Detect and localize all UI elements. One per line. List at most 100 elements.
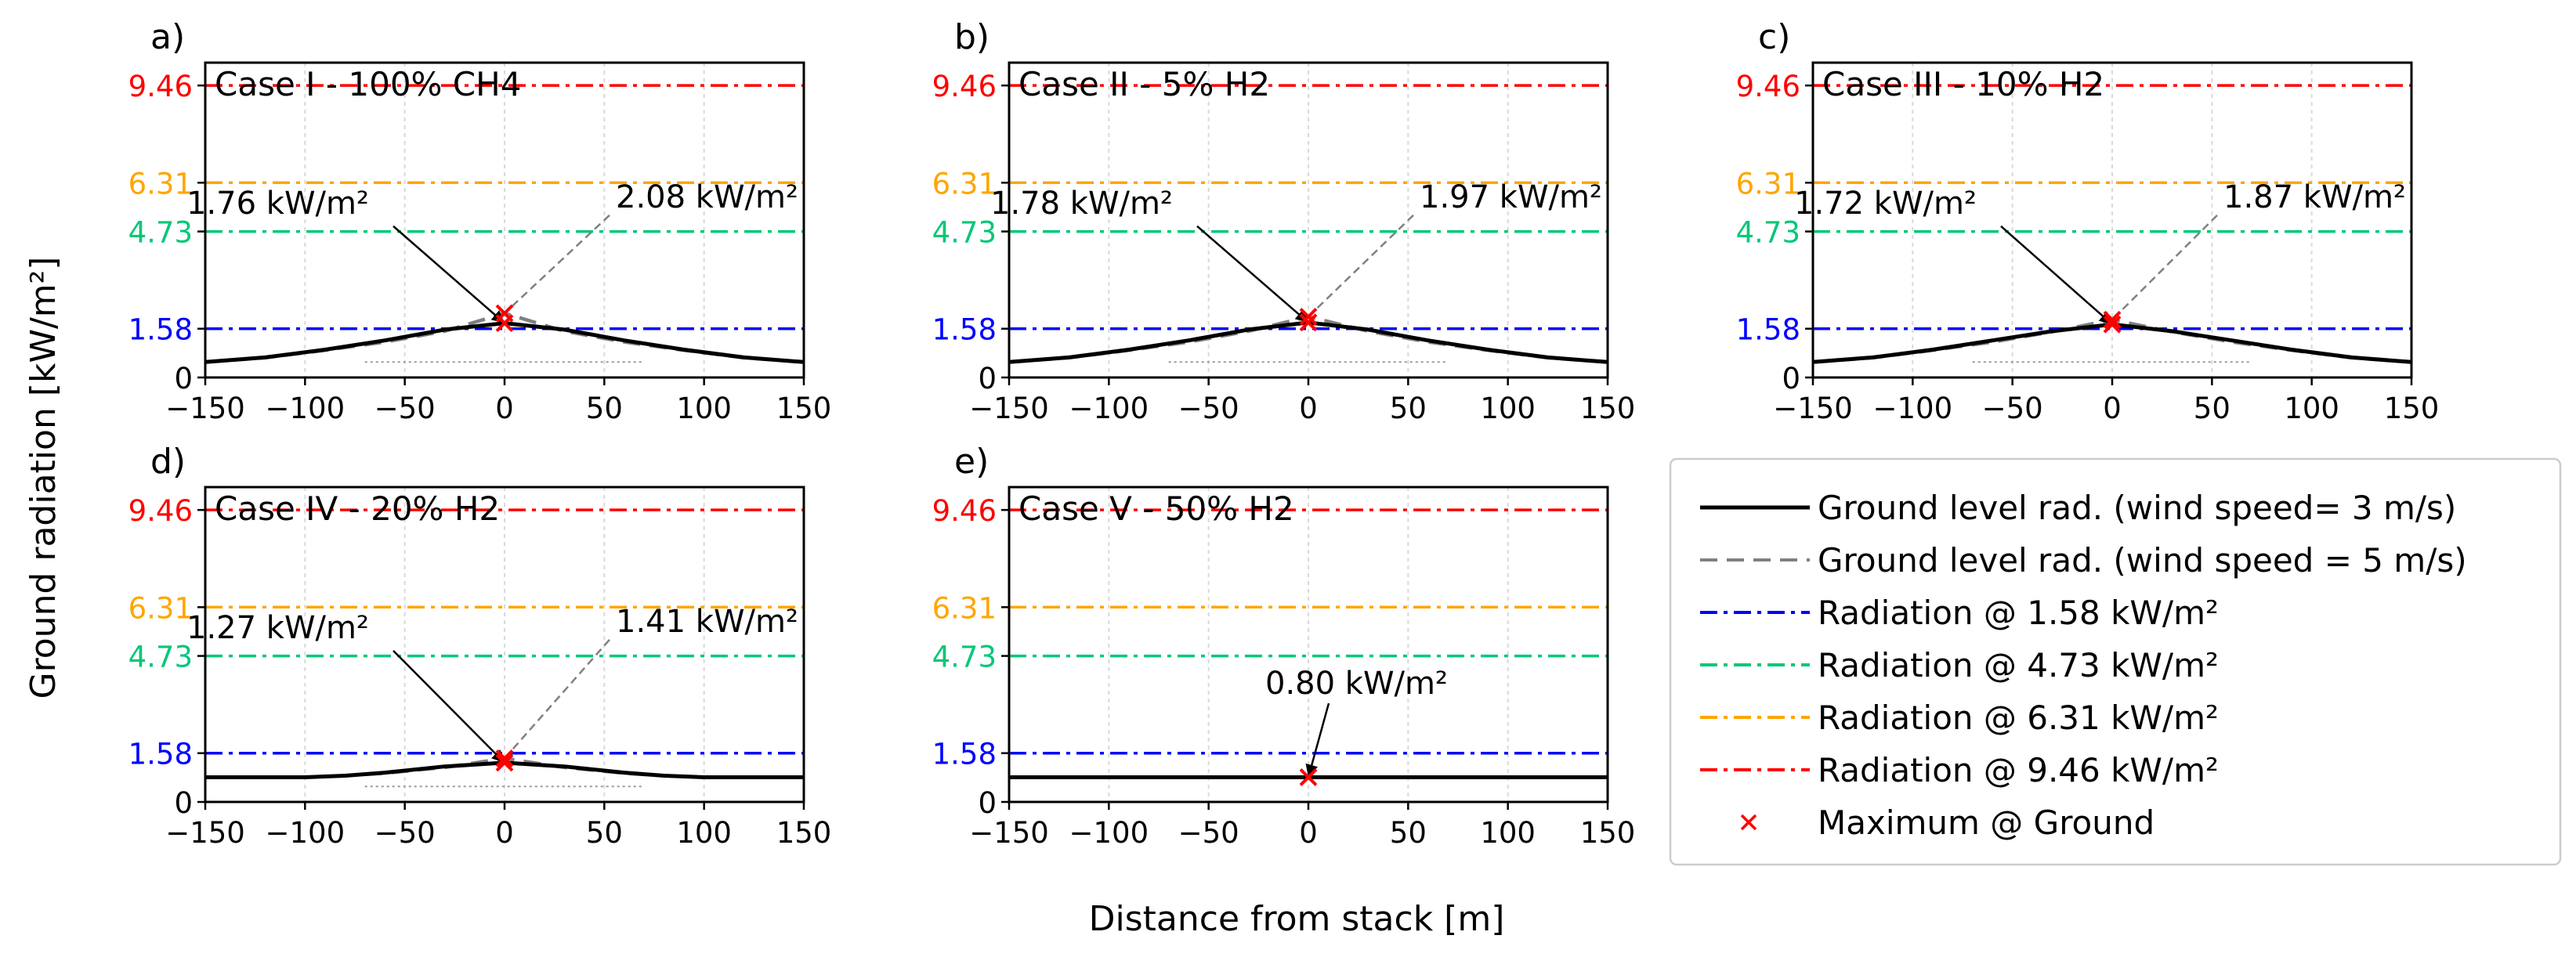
y-tick-label: 0 [174,786,193,820]
annotation-left: 1.78 kW/m² [990,186,1173,222]
legend-item: Maximum @ Ground [1740,804,2155,842]
maximum-marker [1299,768,1318,786]
x-tick-label: 0 [2103,392,2122,425]
y-tick-label: 6.31 [932,167,997,200]
panel-title: Case I - 100% CH4 [215,65,521,103]
x-tick-label: 0 [1299,816,1318,850]
maximum-marker [2103,315,2122,334]
x-tick-label: 50 [2194,392,2230,425]
x-tick-label: 150 [776,392,832,425]
x-tick-label: 100 [676,392,732,425]
annotation-left: 1.76 kW/m² [186,186,369,222]
x-tick-label: −100 [266,816,346,850]
y-tick-label: 6.31 [1736,167,1800,200]
legend-label: Ground level rad. (wind speed = 5 m/s) [1818,541,2467,580]
x-tick-label: 50 [586,392,623,425]
y-tick-label: 1.58 [932,313,997,347]
y-tick-label: 9.46 [932,494,997,528]
x-tick-label: 150 [776,816,832,850]
legend-item: Radiation @ 6.31 kW/m² [1700,699,2219,737]
panel-3: 1.72 kW/m² 1.87 kW/m² Case III - 10% H2 c) 0… [1736,17,2440,425]
y-tick-label: 4.73 [128,641,193,674]
x-tick-label: −100 [1873,392,1953,425]
x-tick-label: 0 [495,816,514,850]
panel-title: Case V - 50% H2 [1018,489,1294,528]
annotation-right: 1.97 kW/m² [1420,179,1602,215]
legend-label: Maximum @ Ground [1818,804,2155,842]
y-tick-label: 1.58 [128,313,193,347]
y-tick-label: 1.58 [932,738,997,771]
legend-item: Radiation @ 1.58 kW/m² [1700,594,2219,632]
annotation-right: 1.87 kW/m² [2223,179,2406,215]
legend-item: Ground level rad. (wind speed= 3 m/s) [1700,489,2456,527]
x-tick-label: −100 [266,392,346,425]
annotation-arrow [2000,225,2113,326]
x-tick-label: 100 [1480,392,1536,425]
y-tick-label: 9.46 [932,70,997,103]
x-tick-label: −150 [165,816,245,850]
panels: 1.76 kW/m² 2.08 kW/m² Case I - 100% CH4 a) 0… [128,17,2440,850]
annotation-arrow [393,225,505,324]
x-tick-label: −150 [969,392,1049,425]
x-tick-label: −100 [1069,816,1149,850]
figure-ylabel: Ground radiation [kW/m²] [24,257,63,699]
panel-title: Case II - 5% H2 [1018,65,1270,103]
maximum-marker [495,304,514,323]
y-tick-label: 9.46 [128,70,193,103]
annotation-right: 2.08 kW/m² [616,179,798,215]
y-tick-label: 1.58 [1736,313,1800,347]
y-tick-label: 0 [1782,362,1800,395]
panel-label: a) [150,17,185,57]
legend-swatch [1740,814,1757,831]
y-tick-label: 9.46 [1736,70,1800,103]
panel-4: 1.27 kW/m² 1.41 kW/m² Case IV - 20% H2 d) 0 1… [128,442,832,850]
annotation-arrow [504,638,610,760]
legend-label: Radiation @ 6.31 kW/m² [1818,699,2219,737]
y-tick-label: 9.46 [128,494,193,528]
annotation-arrow [1307,702,1330,778]
x-tick-label: 100 [676,816,732,850]
annotation-left: 1.27 kW/m² [186,610,369,646]
y-tick-label: 6.31 [128,167,193,200]
panel-2: 1.78 kW/m² 1.97 kW/m² Case II - 5% H2 b) 0 1.… [932,17,1636,425]
annotation-arrow [393,649,505,764]
legend-label: Radiation @ 1.58 kW/m² [1818,594,2219,632]
x-tick-label: 50 [1390,392,1427,425]
annotation-right: 1.41 kW/m² [616,604,798,640]
y-tick-label: 4.73 [932,216,997,250]
x-tick-label: −50 [1982,392,2043,425]
y-tick-label: 0 [978,786,997,820]
annotation-left: 1.72 kW/m² [1794,186,1977,222]
figure-xlabel: Distance from stack [m] [1089,899,1505,939]
x-tick-label: −50 [1178,392,1239,425]
panel-1: 1.76 kW/m² 2.08 kW/m² Case I - 100% CH4 a) 0… [128,17,832,425]
annotation-center: 0.80 kW/m² [1265,666,1448,702]
y-tick-label: 6.31 [932,591,997,625]
x-tick-label: 0 [1299,392,1318,425]
x-tick-label: 0 [495,392,514,425]
panel-title: Case III - 10% H2 [1822,65,2104,103]
y-tick-label: 4.73 [932,641,997,674]
y-tick-label: 0 [174,362,193,395]
legend-label: Radiation @ 4.73 kW/m² [1818,646,2219,684]
annotation-arrow [504,214,610,314]
legend: Ground level rad. (wind speed= 3 m/s) Gro… [1669,457,2562,866]
maximum-marker [495,749,514,767]
x-tick-label: −150 [969,816,1049,850]
legend-label: Ground level rad. (wind speed= 3 m/s) [1818,489,2456,527]
x-tick-label: −50 [374,392,436,425]
x-tick-label: 50 [586,816,623,850]
y-tick-label: 1.58 [128,738,193,771]
y-tick-label: 4.73 [128,216,193,250]
x-tick-label: −50 [1178,816,1239,850]
x-tick-label: 50 [1390,816,1427,850]
x-tick-label: −150 [1773,392,1853,425]
maximum-marker [1299,307,1318,326]
x-tick-label: −150 [165,392,245,425]
maximum-marker [1299,313,1318,332]
panel-label: b) [954,17,990,57]
annotation-arrowhead [1305,763,1318,778]
x-tick-label: 150 [1580,816,1636,850]
panel-label: e) [954,442,989,482]
